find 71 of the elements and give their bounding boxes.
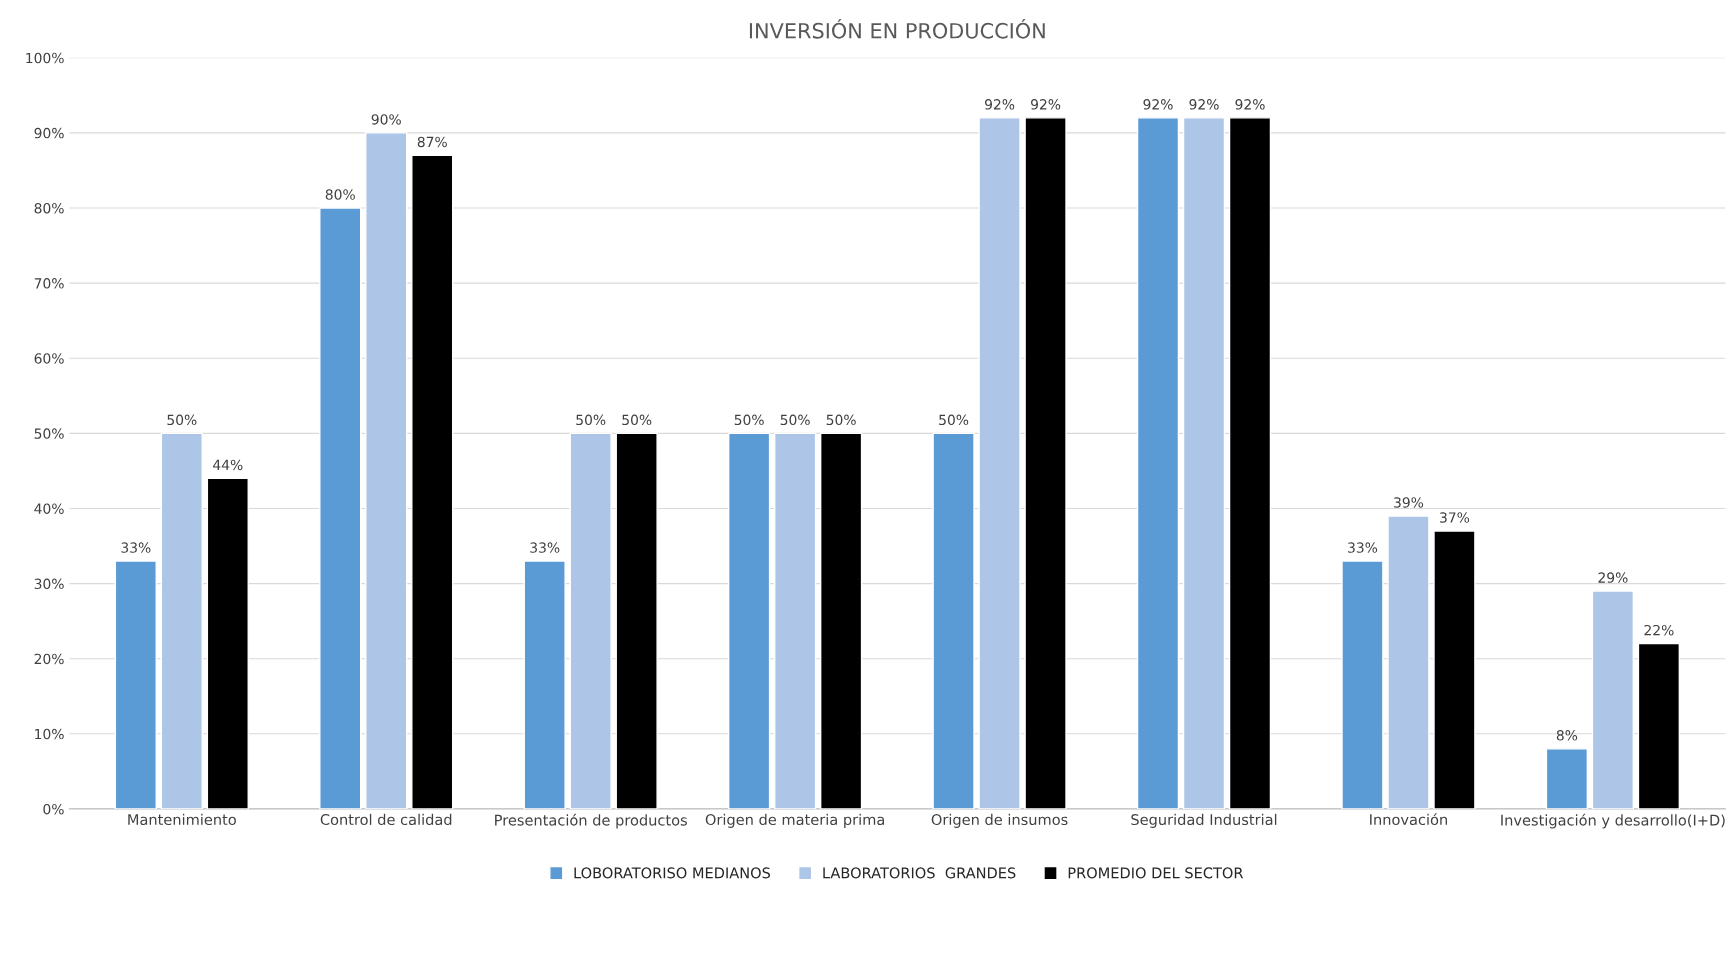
y-tick-label: 20% [34, 653, 64, 665]
bar [1591, 590, 1635, 809]
data-label: 92% [1143, 99, 1173, 110]
bar [569, 432, 612, 809]
data-label: 44% [213, 459, 243, 471]
data-label: 33% [1348, 542, 1378, 553]
y-tick-label: 10% [35, 728, 64, 740]
bar [819, 432, 863, 809]
data-label: 22% [1644, 624, 1674, 636]
bar [206, 477, 249, 809]
data-label: 92% [985, 99, 1015, 110]
y-tick-label: 0% [43, 803, 64, 815]
bar [615, 432, 658, 809]
x-tick-label: Origen de insumos [931, 813, 1068, 828]
data-label: 92% [1031, 99, 1061, 110]
x-tick-label: Origen de materia prima [705, 813, 884, 828]
bar [114, 560, 157, 809]
data-label: 50% [939, 414, 969, 426]
data-label: 29% [1598, 572, 1628, 583]
y-tick-label: 60% [34, 353, 64, 364]
x-tick-label: Mantenimiento [128, 813, 236, 826]
data-label: 90% [371, 114, 401, 125]
data-label: 8% [1556, 730, 1578, 741]
y-tick-label: 50% [34, 428, 64, 439]
bar [1024, 117, 1067, 809]
legend-label: PROMEDIO DEL SECTOR [1068, 867, 1244, 879]
bar [523, 560, 566, 809]
bar [1545, 748, 1589, 809]
y-tick-label: 40% [34, 503, 64, 514]
bar [1387, 515, 1430, 809]
bar [1433, 530, 1476, 809]
bar [932, 432, 975, 809]
y-tick-label: 80% [34, 202, 64, 214]
data-label: 39% [1394, 497, 1424, 508]
data-label: 33% [530, 542, 560, 553]
data-label: 50% [780, 414, 810, 426]
data-label: 50% [826, 414, 856, 426]
data-label: 37% [1440, 512, 1470, 523]
bar [365, 132, 408, 809]
data-label: 50% [734, 414, 764, 426]
bar [1136, 117, 1180, 809]
data-label: 87% [417, 136, 447, 148]
data-label: 50% [622, 414, 652, 426]
bar [160, 432, 203, 809]
y-tick-label: 90% [34, 127, 64, 139]
bar [1637, 642, 1681, 809]
bar [727, 432, 771, 809]
data-label: 50% [167, 414, 197, 426]
data-label: 92% [1189, 99, 1219, 110]
x-tick-label: Control de calidad [320, 813, 452, 826]
data-label: 33% [121, 542, 151, 553]
bar [1228, 117, 1272, 809]
bar [1182, 117, 1226, 809]
bar [773, 432, 817, 809]
data-label: 80% [325, 189, 355, 200]
chart-title: INVERSIÓN EN PRODUCCIÓN [749, 19, 1045, 39]
y-tick-label: 30% [34, 578, 64, 590]
bar [1341, 560, 1384, 809]
y-tick-label: 100% [26, 52, 64, 64]
y-tick-label: 70% [34, 278, 64, 289]
bar [319, 207, 362, 809]
x-tick-label: Innovación [1370, 813, 1447, 826]
bar [978, 117, 1021, 809]
legend-label: LABORATORIOS GRANDES [823, 867, 1016, 879]
x-tick-label: Investigación y desarrollo(I+D) [1501, 813, 1725, 829]
x-tick-label: Seguridad Industrial [1131, 813, 1277, 828]
bar [411, 154, 454, 809]
legend-label: LOBORATORISO MEDIANOS [574, 867, 771, 879]
x-tick-label: Presentación de productos [495, 813, 687, 829]
data-label: 50% [576, 414, 606, 426]
data-label: 92% [1235, 99, 1265, 110]
